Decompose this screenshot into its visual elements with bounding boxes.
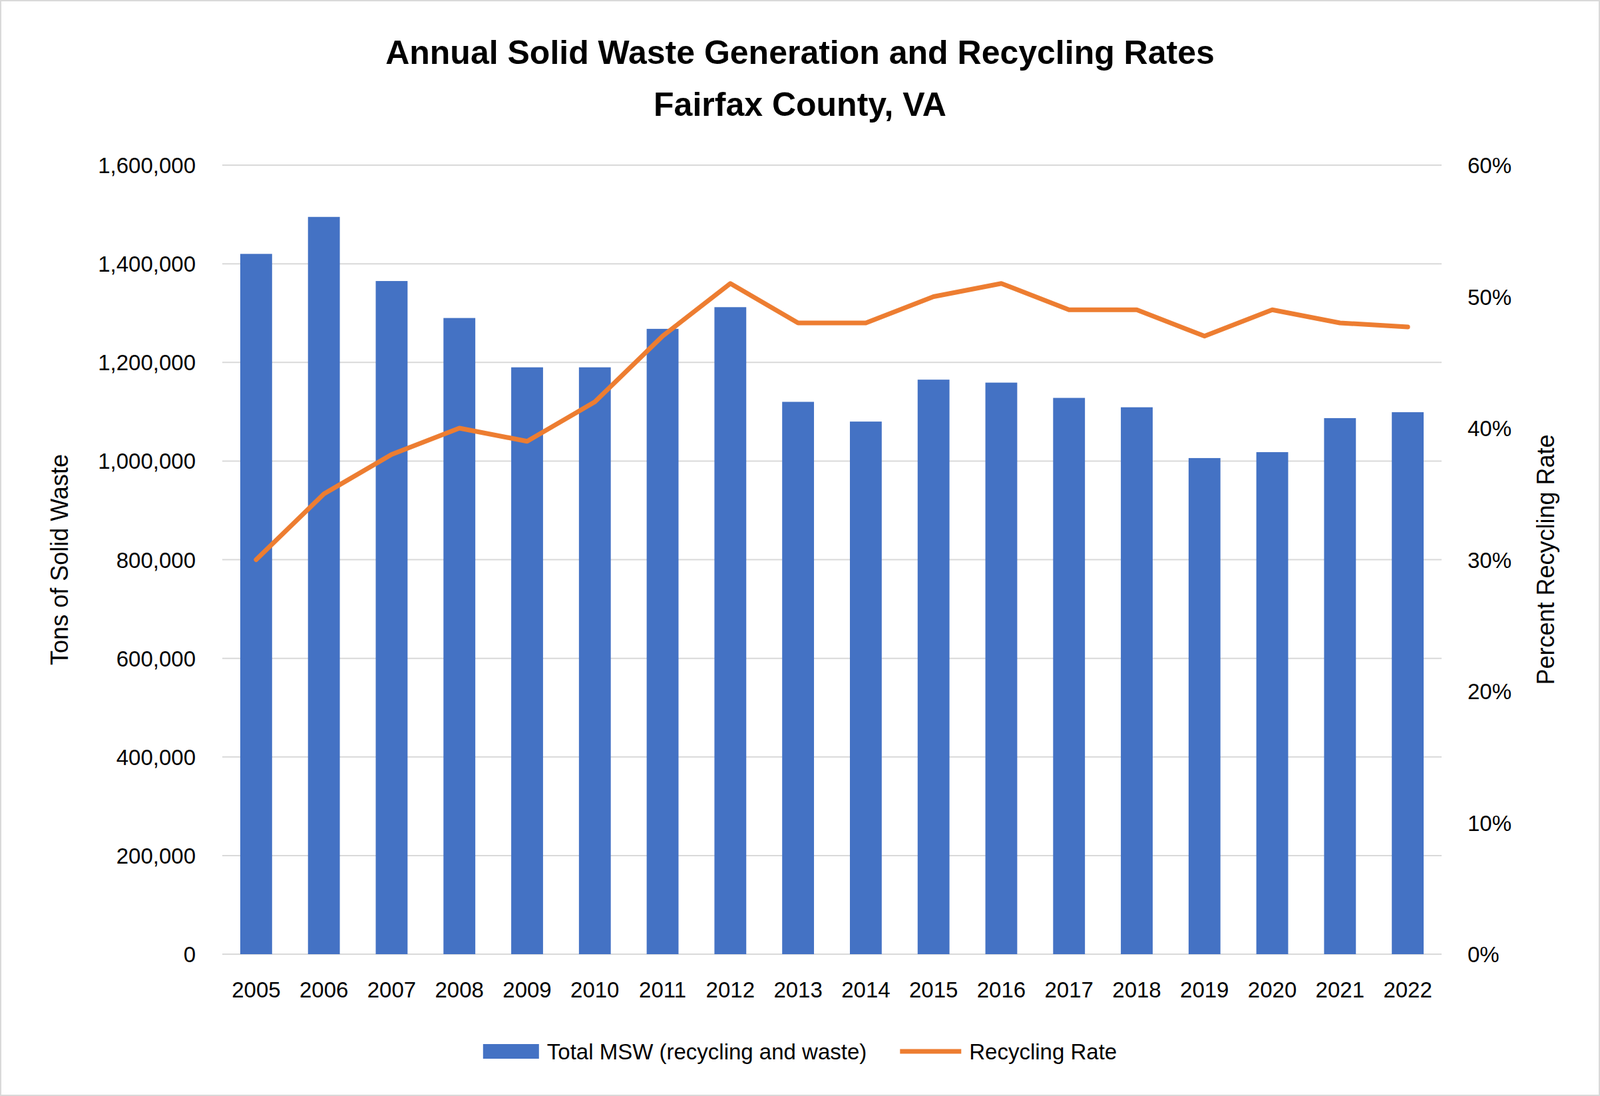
subtitle: Fairfax County, VA bbox=[653, 85, 947, 124]
background bbox=[0, 0, 1600, 1095]
legend-swatch bbox=[483, 1043, 540, 1059]
bar bbox=[308, 216, 341, 954]
y-tick-label: 1,600,000 bbox=[97, 153, 196, 178]
x-tick-label: 2018 bbox=[1112, 977, 1161, 1002]
y2-axis-title: Percent Recycling Rate bbox=[1532, 433, 1560, 685]
bar bbox=[917, 379, 950, 954]
bar bbox=[240, 253, 273, 954]
y2-tick-label: 50% bbox=[1467, 284, 1512, 310]
x-tick-label: 2017 bbox=[1044, 977, 1094, 1002]
y2-tick-label: 10% bbox=[1467, 810, 1512, 836]
bar bbox=[376, 280, 408, 954]
bar bbox=[1052, 398, 1085, 954]
y-tick-label: 800,000 bbox=[116, 547, 196, 573]
bar bbox=[849, 421, 882, 954]
y-tick-label: 400,000 bbox=[116, 744, 196, 770]
bar bbox=[1120, 407, 1153, 954]
legend-item: Recycling Rate bbox=[899, 1038, 1117, 1064]
bar bbox=[985, 382, 1018, 954]
legend-item: Total MSW (recycling and waste) bbox=[483, 1038, 867, 1064]
y-tick-label: 200,000 bbox=[116, 843, 196, 868]
bar bbox=[579, 367, 611, 954]
x-tick-label: 2019 bbox=[1180, 977, 1229, 1002]
x-tick-label: 2012 bbox=[706, 977, 755, 1002]
bar bbox=[646, 328, 679, 954]
legend: Total MSW (recycling and waste) Recycling… bbox=[483, 1038, 1117, 1064]
x-tick-label: 2014 bbox=[841, 977, 890, 1002]
x-tick-label: 2009 bbox=[502, 977, 552, 1002]
line bbox=[256, 283, 1408, 560]
x-tick-label: 2007 bbox=[367, 977, 416, 1002]
chart: Annual Solid Waste Generation and Recycl… bbox=[0, 0, 1600, 1096]
x-tick-label: 2006 bbox=[299, 977, 349, 1002]
bar bbox=[1323, 417, 1356, 954]
bar bbox=[1256, 451, 1289, 954]
x-tick-label: 2013 bbox=[773, 977, 822, 1002]
y2-tick-label: 40% bbox=[1467, 415, 1512, 441]
bar bbox=[443, 318, 476, 954]
x-tick-label: 2011 bbox=[638, 977, 687, 1002]
y-tick-label: 1,400,000 bbox=[97, 251, 196, 277]
y-tick-label: 1,000,000 bbox=[97, 448, 196, 474]
bar bbox=[714, 306, 747, 954]
grid-line bbox=[222, 262, 1442, 265]
bar bbox=[782, 401, 814, 955]
y2-tick-label: 0% bbox=[1467, 941, 1500, 967]
x-tick-label: 2008 bbox=[435, 977, 484, 1002]
legend-swatch bbox=[899, 1048, 962, 1054]
x-tick-label: 2015 bbox=[909, 977, 958, 1002]
y2-tick-label: 20% bbox=[1467, 678, 1512, 704]
y-tick-label: 1,200,000 bbox=[97, 350, 196, 375]
plot-marks bbox=[240, 216, 1424, 954]
grid-line bbox=[222, 164, 1442, 166]
bar bbox=[1391, 411, 1424, 954]
y-tick-label: 0 bbox=[183, 941, 196, 967]
x-tick-label: 2022 bbox=[1383, 977, 1432, 1002]
y2-tick-label: 30% bbox=[1467, 547, 1512, 573]
y2-tick-label: 60% bbox=[1467, 153, 1512, 178]
x-tick-label: 2021 bbox=[1315, 977, 1365, 1002]
bar bbox=[1188, 457, 1221, 954]
x-tick-label: 2020 bbox=[1247, 977, 1297, 1002]
title: Annual Solid Waste Generation and Recycl… bbox=[385, 33, 1215, 72]
x-tick-label: 2005 bbox=[231, 977, 281, 1002]
x-tick-label: 2016 bbox=[977, 977, 1026, 1002]
bar bbox=[511, 367, 544, 954]
legend-label: Recycling Rate bbox=[969, 1038, 1117, 1064]
y-axis-title: Tons of Solid Waste bbox=[45, 453, 74, 665]
legend-label: Total MSW (recycling and waste) bbox=[547, 1038, 867, 1064]
y-tick-label: 600,000 bbox=[116, 646, 196, 671]
x-tick-label: 2010 bbox=[570, 977, 619, 1002]
